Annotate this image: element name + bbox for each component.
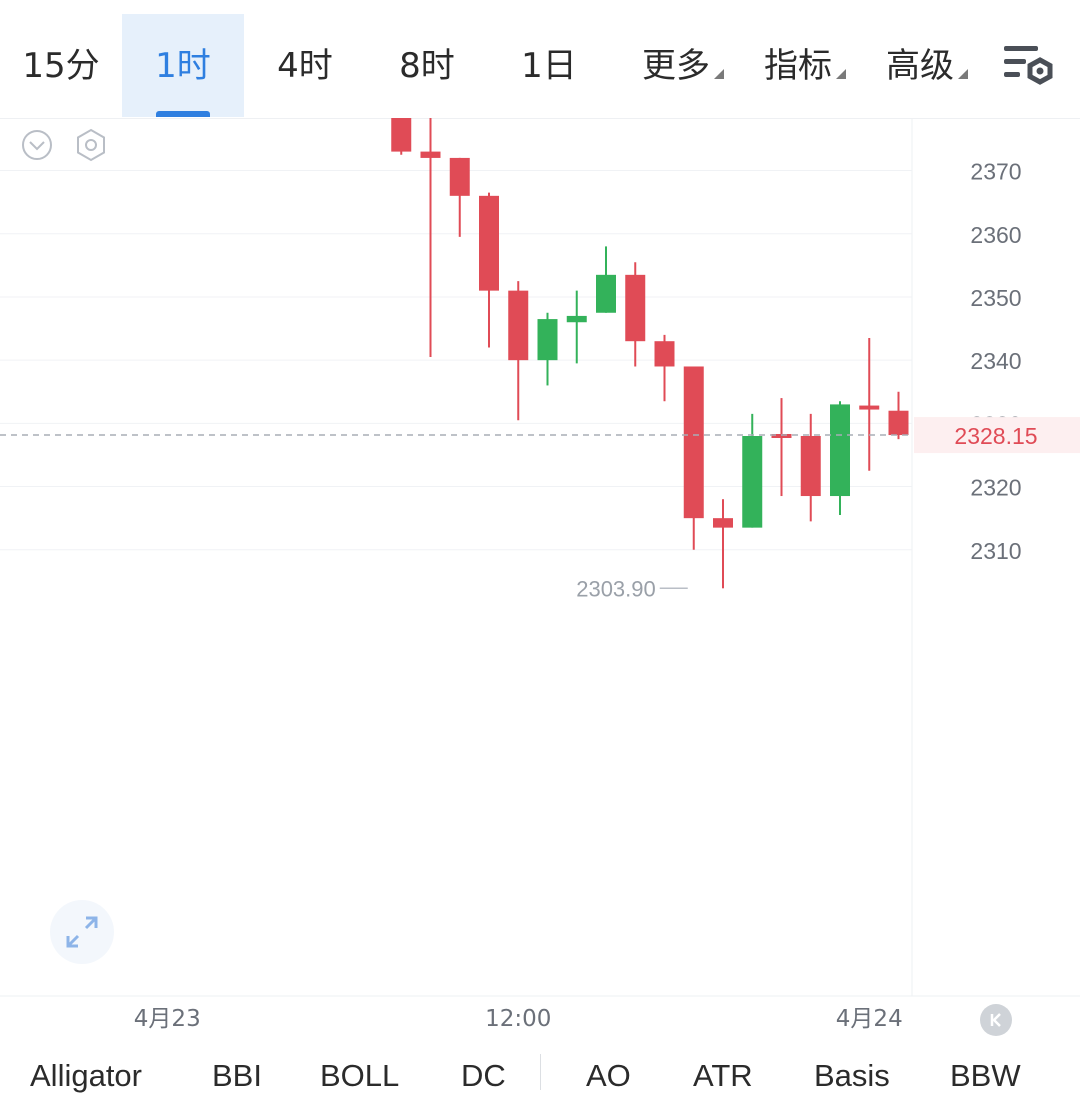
indicator-ao[interactable]: AO — [586, 1058, 631, 1093]
indicator-bbi[interactable]: BBI — [212, 1058, 262, 1093]
fullscreen-button[interactable] — [50, 900, 114, 964]
candle-body — [420, 151, 441, 158]
tab-1day[interactable]: 1日 — [488, 14, 610, 117]
tab-label: 15分 — [22, 46, 100, 86]
candles — [391, 118, 909, 589]
expand-arrows-icon — [66, 916, 98, 948]
tab-label: 4时 — [277, 46, 333, 86]
indicator-atr[interactable]: ATR — [693, 1058, 753, 1093]
tab-label: 8时 — [399, 46, 455, 86]
y-tick-label: 2370 — [970, 159, 1021, 185]
candle-body — [771, 434, 792, 438]
indicator-divider — [540, 1054, 541, 1090]
scroll-to-latest-button[interactable] — [980, 1004, 1012, 1036]
k-icon — [990, 1013, 1001, 1027]
candle-body — [625, 274, 646, 342]
tab-indicators[interactable]: 指标 — [744, 14, 866, 117]
x-tick-label: 4月24 — [836, 1006, 903, 1032]
tab-label: 1日 — [521, 46, 577, 86]
tab-label: 指标 — [764, 46, 832, 86]
chart-settings-icon[interactable] — [1002, 44, 1056, 88]
y-tick-label: 2360 — [970, 222, 1021, 248]
x-tick-label: 12:00 — [485, 1006, 551, 1032]
candle-body — [888, 410, 909, 436]
time-axis: 4月23 12:00 4月24 — [134, 1006, 903, 1032]
candlestick-chart: 2310232023302340235023602370238023902400… — [0, 118, 1080, 1032]
y-tick-label: 2320 — [970, 475, 1021, 501]
tab-15min[interactable]: 15分 — [0, 14, 122, 117]
tab-advanced[interactable]: 高级 — [866, 14, 988, 117]
indicator-dc[interactable]: DC — [461, 1058, 506, 1093]
candle-body — [742, 436, 763, 528]
low-marker-label: 2303.90 — [576, 576, 656, 601]
last-price-tag — [914, 417, 1080, 454]
indicator-boll[interactable]: BOLL — [320, 1058, 400, 1093]
timeframe-bar: 15分 1时 4时 8时 1日 更多 指标 高级 — [0, 0, 1080, 119]
candle-body — [683, 366, 704, 519]
candle-body — [830, 404, 850, 497]
candle-body — [508, 290, 529, 361]
tab-1hour[interactable]: 1时 — [122, 14, 244, 117]
y-tick-label: 2350 — [970, 285, 1021, 311]
candle-body — [596, 274, 616, 313]
tab-label: 更多 — [642, 46, 710, 86]
candle-body — [566, 315, 587, 323]
indicator-bbw[interactable]: BBW — [950, 1058, 1021, 1093]
candle-body — [800, 436, 821, 497]
indicator-bar: Alligator BBI BOLL DC AO ATR Basis BBW — [0, 1050, 1080, 1093]
dropdown-triangle-icon — [836, 68, 846, 79]
y-tick-label: 2340 — [970, 348, 1021, 374]
hexagon-settings-icon[interactable] — [74, 128, 108, 162]
tab-4hour[interactable]: 4时 — [244, 14, 366, 117]
price-grid — [0, 118, 1080, 997]
tab-8hour[interactable]: 8时 — [366, 14, 488, 117]
chart-tools — [20, 128, 108, 162]
tab-more[interactable]: 更多 — [622, 14, 744, 117]
candle-body — [859, 405, 880, 410]
y-tick-label: 2380 — [970, 118, 1021, 121]
candle-body — [479, 195, 499, 291]
price-axis: 2310232023302340235023602370238023902400… — [970, 118, 1021, 564]
last-price-label: 2328.15 — [954, 423, 1037, 449]
candle-body — [391, 118, 412, 152]
extreme-markers: 2328.152423.002303.90 — [0, 417, 1080, 601]
candle-body — [449, 157, 470, 196]
tab-label: 1时 — [155, 46, 211, 86]
collapse-chevron-icon[interactable] — [20, 128, 54, 162]
x-tick-label: 4月23 — [134, 1006, 201, 1032]
indicator-basis[interactable]: Basis — [814, 1058, 890, 1093]
dropdown-triangle-icon — [958, 68, 968, 79]
dropdown-triangle-icon — [714, 68, 724, 79]
y-tick-label: 2310 — [970, 538, 1021, 564]
candle-body — [537, 319, 558, 361]
candle-body — [654, 341, 675, 367]
tab-label: 高级 — [886, 46, 954, 86]
candle-body — [713, 518, 733, 528]
indicator-alligator[interactable]: Alligator — [30, 1058, 142, 1093]
